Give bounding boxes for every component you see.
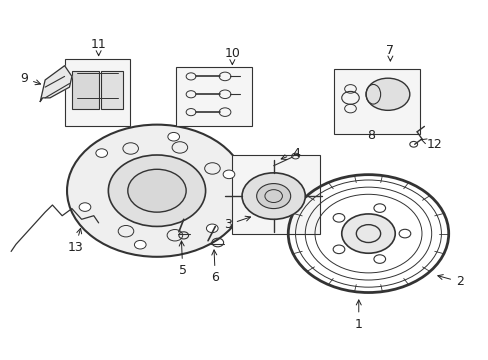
- Polygon shape: [40, 66, 72, 102]
- Text: 10: 10: [224, 47, 240, 64]
- Circle shape: [256, 184, 290, 208]
- Circle shape: [223, 170, 234, 179]
- Text: 4: 4: [281, 147, 300, 160]
- Circle shape: [341, 214, 394, 253]
- Bar: [232, 155, 319, 234]
- Text: 6: 6: [211, 250, 219, 284]
- Circle shape: [366, 78, 409, 111]
- Circle shape: [79, 203, 91, 211]
- Text: 5: 5: [179, 241, 186, 277]
- Circle shape: [134, 240, 146, 249]
- Circle shape: [242, 173, 305, 219]
- Text: 8: 8: [366, 129, 374, 141]
- Bar: [176, 67, 251, 126]
- Text: 9: 9: [20, 72, 41, 85]
- Text: 13: 13: [67, 228, 83, 254]
- Bar: [64, 59, 130, 126]
- Bar: [101, 71, 122, 109]
- Text: 1: 1: [354, 300, 362, 330]
- Text: 12: 12: [420, 138, 442, 151]
- Text: 3: 3: [224, 216, 250, 231]
- Circle shape: [96, 149, 107, 157]
- Text: 7: 7: [386, 44, 393, 61]
- Circle shape: [67, 125, 246, 257]
- Text: 2: 2: [437, 275, 463, 288]
- Bar: [72, 71, 99, 109]
- Circle shape: [127, 169, 186, 212]
- Circle shape: [167, 132, 179, 141]
- Bar: [334, 69, 419, 134]
- Text: 11: 11: [91, 39, 106, 56]
- Circle shape: [206, 224, 218, 233]
- Circle shape: [108, 155, 205, 226]
